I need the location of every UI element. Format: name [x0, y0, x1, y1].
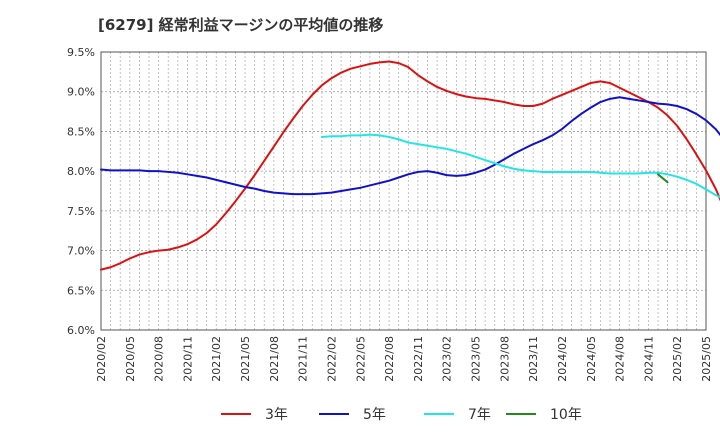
x-tick-label: 2024/02: [556, 336, 569, 382]
legend-label: 5年: [363, 407, 386, 423]
y-tick-label: 6.0%: [67, 324, 95, 337]
legend-label: 10年: [550, 407, 582, 423]
x-tick-label: 2021/02: [210, 336, 223, 382]
series-line-4: [656, 173, 669, 184]
series-line-1: [100, 60, 720, 271]
x-tick-label: 2023/02: [441, 336, 454, 382]
x-tick-label: 2021/08: [268, 336, 281, 382]
x-tick-label: 2025/02: [671, 336, 684, 382]
x-tick-label: 2022/02: [325, 336, 338, 382]
legend-label: 7年: [468, 407, 491, 423]
axes: 6.0% 6.5% 7.0% 7.5% 8.0% 8.5% 9.0% 9.5% 2020/02 2…: [67, 46, 713, 382]
x-tick-label: 2024/05: [585, 336, 598, 382]
y-tick-label: 7.5%: [67, 205, 95, 218]
legend: 3年 5年 7年 10年: [221, 407, 582, 423]
y-tick-label: 8.0%: [67, 165, 95, 178]
x-tick-label: 2025/05: [700, 336, 713, 382]
x-tick-label: 2021/05: [239, 336, 252, 382]
y-tick-label: 9.5%: [67, 46, 95, 59]
x-tick-label: 2022/05: [354, 336, 367, 382]
x-tick-label: 2022/08: [383, 336, 396, 382]
x-tick-label: 2020/05: [124, 336, 137, 382]
x-tick-label: 2023/08: [498, 336, 511, 382]
series-line-2: [100, 96, 720, 196]
y-tick-label: 7.0%: [67, 245, 95, 258]
chart-title: [6279] 経常利益マージンの平均値の推移: [98, 16, 383, 34]
x-tick-label: 2020/08: [153, 336, 166, 382]
x-tick-label: 2022/11: [412, 336, 425, 382]
series-lines: [100, 60, 720, 271]
series-line-3: [320, 133, 720, 199]
y-tick-label: 6.5%: [67, 284, 95, 297]
x-tick-label: 2020/11: [181, 336, 194, 382]
plot-frame: [100, 51, 707, 331]
x-tick-label: 2020/02: [95, 336, 108, 382]
legend-label: 3年: [265, 407, 288, 423]
y-tick-label: 9.0%: [67, 86, 95, 99]
x-tick-label: 2024/08: [614, 336, 627, 382]
x-tick-label: 2024/11: [642, 336, 655, 382]
x-tick-label: 2021/11: [297, 336, 310, 382]
y-tick-label: 8.5%: [67, 125, 95, 138]
x-tick-label: 2023/05: [470, 336, 483, 382]
x-tick-label: 2023/11: [527, 336, 540, 382]
grid: [101, 52, 706, 330]
